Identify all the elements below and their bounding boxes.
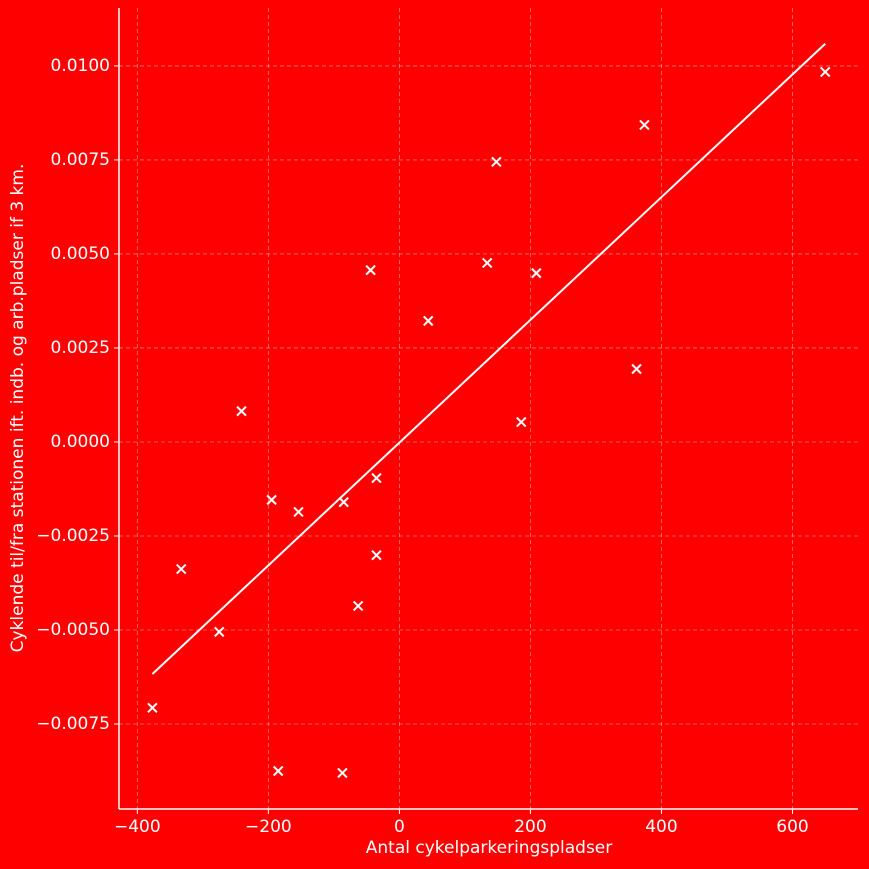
x-tick-label: 400: [645, 817, 677, 837]
point-stroke: [639, 119, 650, 131]
y-tick-label: −0.0025: [36, 526, 110, 546]
point-stroke: [236, 405, 247, 417]
x-tick-label: 0: [394, 817, 405, 837]
point: [352, 600, 364, 612]
point: [820, 66, 831, 78]
y-tick-label: 0.0025: [51, 338, 110, 358]
point-stroke: [293, 506, 304, 518]
y-tick-label: 0.0100: [51, 56, 110, 76]
point: [531, 267, 542, 279]
y-axis-label: Cyklende til/fra stationen ift. indb. og…: [8, 164, 28, 653]
y-tick-label: 0.0000: [51, 432, 110, 452]
point-stroke: [338, 496, 349, 508]
point-stroke: [371, 549, 382, 561]
point-stroke: [820, 66, 831, 78]
x-tick-label: −200: [245, 817, 292, 837]
point: [423, 315, 434, 327]
point: [338, 496, 349, 508]
point-stroke: [337, 767, 348, 779]
point: [481, 257, 493, 269]
point: [176, 563, 187, 575]
point: [491, 156, 502, 168]
point-stroke: [531, 267, 542, 279]
point-stroke: [423, 315, 434, 327]
x-tick-label: 200: [514, 817, 546, 837]
point: [371, 549, 382, 561]
point: [365, 264, 376, 276]
point-stroke: [365, 264, 376, 276]
point: [214, 626, 225, 638]
point-stroke: [147, 702, 158, 714]
point: [266, 494, 277, 506]
point-stroke: [481, 257, 493, 269]
fit-line: [151, 42, 826, 675]
point-stroke: [491, 156, 502, 168]
point-stroke: [176, 563, 187, 575]
point: [293, 506, 304, 518]
point: [371, 472, 382, 484]
point-stroke: [214, 626, 225, 638]
x-tick-label: −400: [114, 817, 161, 837]
point: [337, 767, 348, 779]
point-stroke: [272, 765, 284, 777]
point-stroke: [352, 600, 364, 612]
x-axis-label: Antal cykelparkeringspladser: [366, 838, 613, 858]
point: [147, 702, 158, 714]
point: [631, 363, 642, 375]
point-stroke: [516, 416, 527, 428]
y-tick-label: −0.0075: [36, 714, 110, 734]
y-tick-label: −0.0050: [36, 620, 110, 640]
point-stroke: [631, 363, 642, 375]
point: [236, 405, 247, 417]
y-tick-label: 0.0050: [51, 244, 110, 264]
point-stroke: [371, 472, 382, 484]
y-tick-label: 0.0075: [51, 150, 110, 170]
point: [516, 416, 527, 428]
point: [272, 765, 284, 777]
point: [639, 119, 650, 131]
x-tick-label: 600: [776, 817, 808, 837]
point-stroke: [266, 494, 277, 506]
